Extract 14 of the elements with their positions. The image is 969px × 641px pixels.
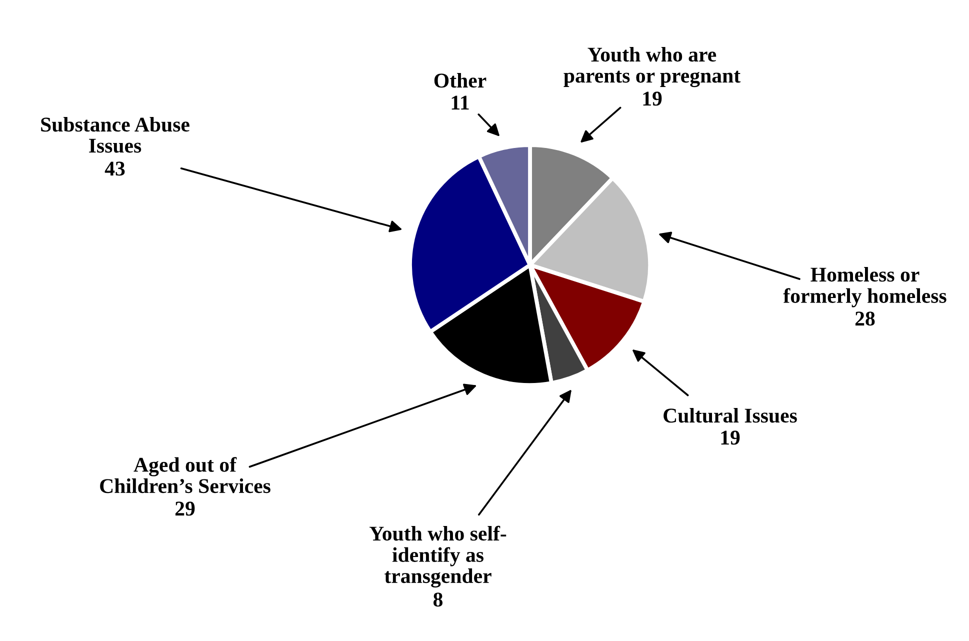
slice-label: Youth who self- identify as transgender xyxy=(370,526,506,588)
data-label: 43 xyxy=(104,162,125,176)
data-label: 29 xyxy=(175,502,195,516)
slice-label: Cultural Issues xyxy=(664,408,797,423)
data-label: 19 xyxy=(721,430,740,445)
slice-label: Other xyxy=(434,73,486,88)
slice-label: Homeless or formerly homeless xyxy=(783,267,946,308)
data-label: 8 xyxy=(433,592,443,607)
data-label: 28 xyxy=(855,312,875,326)
slice-label: Substance Abuse Issues xyxy=(41,117,190,153)
slice-label: Aged out of Children’s Services xyxy=(100,457,270,494)
slice-label: Youth who are parents or pregnant xyxy=(564,47,740,88)
data-label: 11 xyxy=(452,96,469,110)
data-label: 19 xyxy=(643,92,662,106)
